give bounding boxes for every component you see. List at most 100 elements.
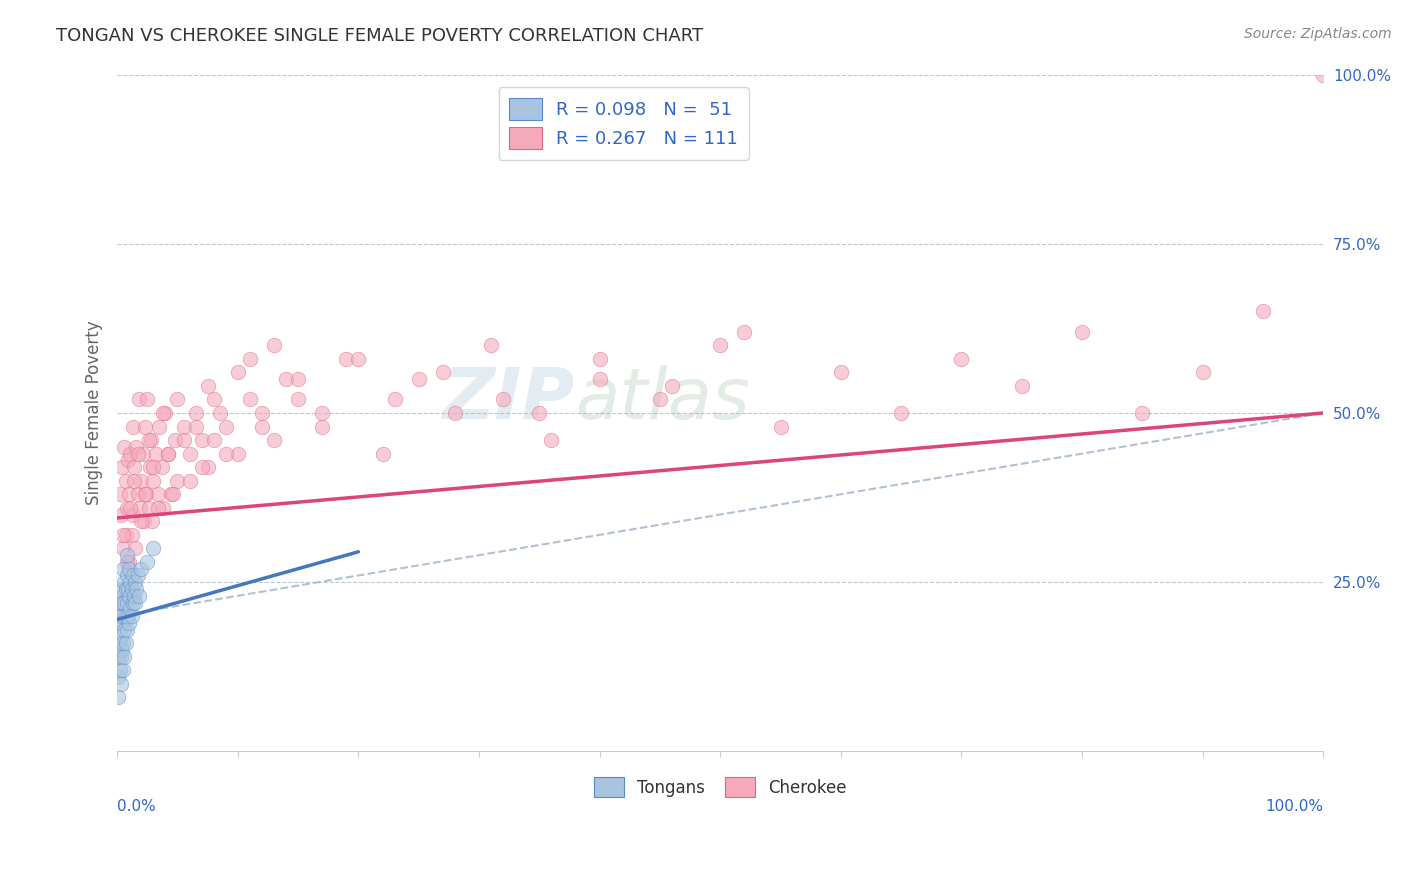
Point [263,433,285,447]
Point [110,649,132,664]
Point [112,582,135,596]
Point [129,500,152,515]
Point [118,615,141,630]
Point [122,419,145,434]
Text: 100.0%: 100.0% [1265,799,1323,814]
Point [830,365,852,379]
Point [588,351,610,366]
Point [1312,68,1334,82]
Point [111,460,134,475]
Point [110,589,132,603]
Text: Source: ZipAtlas.com: Source: ZipAtlas.com [1244,27,1392,41]
Text: TONGAN VS CHEROKEE SINGLE FEMALE POVERTY CORRELATION CHART: TONGAN VS CHEROKEE SINGLE FEMALE POVERTY… [56,27,703,45]
Point [540,433,562,447]
Point [197,379,219,393]
Point [108,487,131,501]
Point [112,649,135,664]
Point [134,487,156,501]
Point [110,629,132,643]
Point [371,447,394,461]
Point [529,406,551,420]
Point [125,440,148,454]
Point [226,365,249,379]
Point [122,508,145,522]
Point [112,663,135,677]
Point [274,372,297,386]
Point [384,392,406,407]
Point [152,406,174,420]
Point [117,609,139,624]
Point [239,392,262,407]
Point [118,555,141,569]
Point [121,528,143,542]
Point [114,636,136,650]
Point [1130,406,1153,420]
Point [121,582,143,596]
Point [155,406,177,420]
Text: 0.0%: 0.0% [117,799,156,814]
Point [709,338,731,352]
Point [173,419,195,434]
Point [226,447,249,461]
Point [179,447,201,461]
Point [148,500,170,515]
Point [131,562,153,576]
Point [215,419,238,434]
Point [152,500,174,515]
Point [120,602,142,616]
Point [311,419,333,434]
Point [250,406,273,420]
Point [408,372,430,386]
Point [108,615,131,630]
Point [108,596,131,610]
Point [112,541,135,556]
Point [184,406,207,420]
Point [150,460,173,475]
Point [179,474,201,488]
Point [250,419,273,434]
Point [110,677,132,691]
Point [112,562,135,576]
Point [166,392,188,407]
Point [190,460,212,475]
Point [112,596,135,610]
Text: ZIP: ZIP [443,365,575,434]
Point [115,596,138,610]
Point [111,596,134,610]
Point [108,636,131,650]
Point [114,474,136,488]
Point [136,555,159,569]
Point [115,548,138,562]
Point [648,392,671,407]
Point [122,460,145,475]
Point [890,406,912,420]
Point [132,514,155,528]
Point [148,487,170,501]
Point [120,575,142,590]
Point [122,589,145,603]
Point [661,379,683,393]
Point [112,636,135,650]
Point [115,568,138,582]
Point [492,392,515,407]
Point [1071,325,1094,339]
Point [173,433,195,447]
Point [142,474,165,488]
Point [190,433,212,447]
Point [114,582,136,596]
Point [142,541,165,556]
Point [156,447,179,461]
Point [107,649,129,664]
Point [117,582,139,596]
Point [125,582,148,596]
Point [127,447,149,461]
Point [124,541,146,556]
Point [263,338,285,352]
Point [118,487,141,501]
Point [444,406,467,420]
Point [114,609,136,624]
Point [950,351,973,366]
Point [166,474,188,488]
Point [131,447,153,461]
Point [112,609,135,624]
